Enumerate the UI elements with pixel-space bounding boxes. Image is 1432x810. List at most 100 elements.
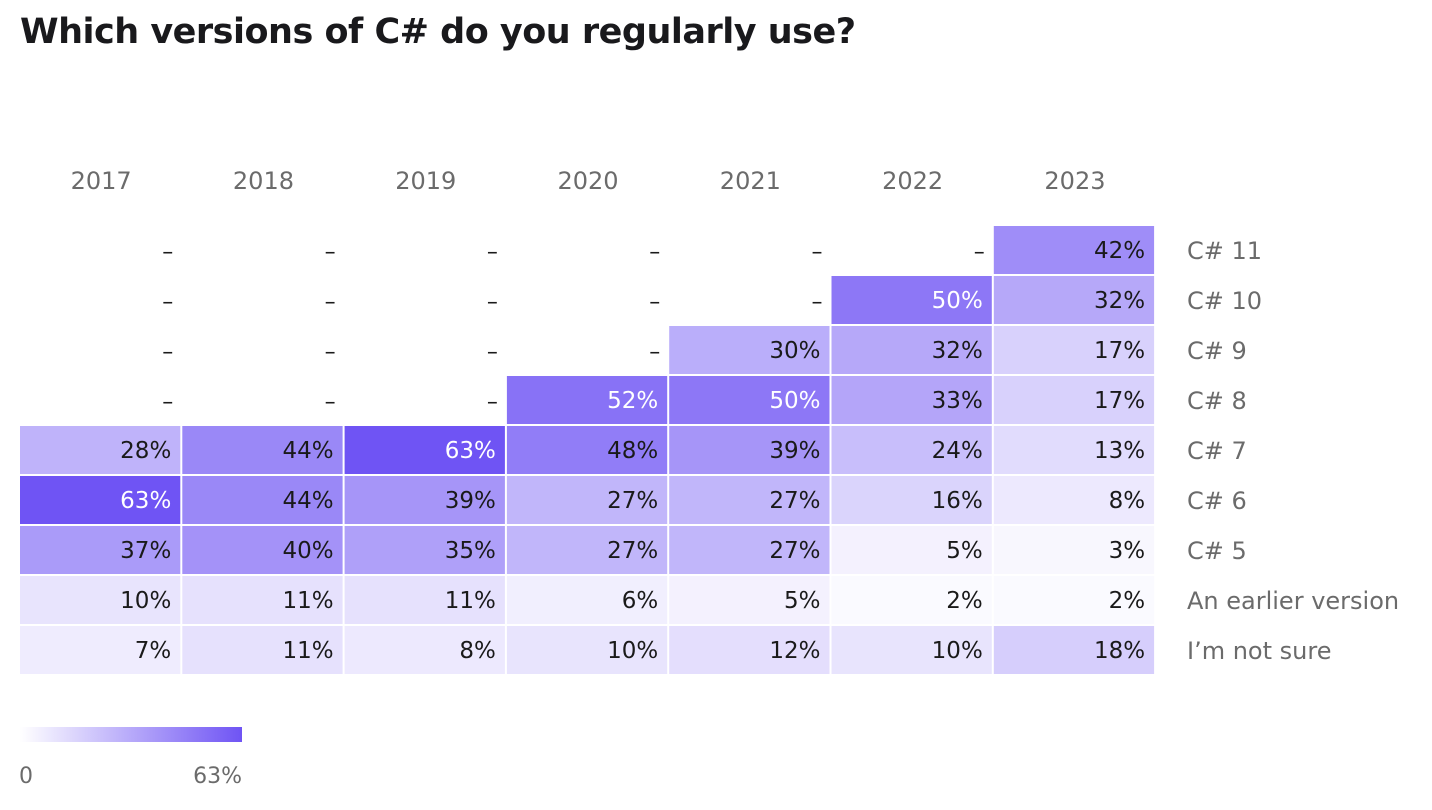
heatmap-cell [831,376,992,424]
heatmap-cell [993,326,1155,374]
row-label: C# 10 [1187,287,1262,315]
row-label: C# 5 [1187,537,1247,565]
heatmap-cell [831,426,992,474]
heatmap-cell [993,576,1155,624]
row-label: C# 11 [1187,237,1262,265]
heatmap-cell [182,576,343,624]
heatmap-cell [993,526,1155,574]
cell-value-label: 7% [135,638,172,664]
cell-value-label: 32% [932,338,983,364]
cell-value-label: 10% [607,638,658,664]
cell-value-label: 42% [1094,238,1145,264]
heatmap-cell [993,376,1155,424]
heatmap-cell [669,526,830,574]
cell-value-label: 16% [932,488,983,514]
heatmap-cell [831,476,992,524]
missing-value-label: – [974,240,985,265]
column-label: 2022 [882,167,943,195]
cell-value-label: 8% [459,638,496,664]
cell-value-label: 13% [1094,438,1145,464]
cell-value-label: 44% [282,438,333,464]
row-label: C# 7 [1187,437,1247,465]
cell-value-label: 33% [932,388,983,414]
cell-value-label: 52% [607,388,658,414]
row-label: C# 9 [1187,337,1247,365]
missing-value-label: – [162,240,173,265]
cell-value-label: 27% [769,488,820,514]
missing-value-label: – [487,290,498,315]
heatmap-cell [20,626,181,674]
cell-value-label: 11% [282,638,333,664]
missing-value-label: – [812,290,823,315]
cell-value-label: 10% [120,588,171,614]
cell-value-label: 30% [769,338,820,364]
heatmap-cell [669,376,830,424]
heatmap-cell [669,576,830,624]
missing-value-label: – [162,290,173,315]
heatmap-cell [20,576,181,624]
cell-value-label: 48% [607,438,658,464]
heatmap-cell [344,626,505,674]
row-label: An earlier version [1187,587,1399,615]
cell-value-label: 44% [282,488,333,514]
heatmap-cell [20,476,181,524]
cell-value-label: 39% [445,488,496,514]
cell-value-label: 63% [445,438,496,464]
heatmap-cell [506,526,668,574]
column-label: 2020 [558,167,619,195]
heatmap-cell [182,426,343,474]
cell-value-label: 50% [932,288,983,314]
cell-value-label: 32% [1094,288,1145,314]
heatmap-cell [182,526,343,574]
cell-value-label: 50% [769,388,820,414]
column-label: 2021 [720,167,781,195]
missing-value-label: – [162,340,173,365]
heatmap-cell [506,626,668,674]
missing-value-label: – [325,290,336,315]
cell-value-label: 27% [769,538,820,564]
heatmap-cell [831,576,992,624]
cell-value-label: 28% [120,438,171,464]
column-label: 2023 [1044,167,1105,195]
missing-value-label: – [487,390,498,415]
cell-value-label: 17% [1094,338,1145,364]
chart-title: Which versions of C# do you regularly us… [20,12,856,52]
heatmap-cell [831,526,992,574]
heatmap-cells: – – – – – – 42% – – – – – 50% 32% – – – – 30% 32% 17% – – – 52% 5… [20,226,1155,674]
row-labels: C# 11 C# 10 C# 9 C# 8 C# 7 C# 6 C# 5 An earlier… [1187,237,1399,665]
cell-value-label: 18% [1094,638,1145,664]
heatmap-cell [182,626,343,674]
missing-value-label: – [649,340,660,365]
heatmap-cell [344,426,505,474]
cell-value-label: 10% [932,638,983,664]
heatmap-cell [506,476,668,524]
heatmap-cell [506,376,668,424]
cell-value-label: 17% [1094,388,1145,414]
heatmap-cell [669,626,830,674]
cell-value-label: 27% [607,538,658,564]
column-label: 2018 [233,167,294,195]
column-labels: 2017 2018 2019 2020 2021 2022 2023 [71,167,1106,195]
cell-value-label: 39% [769,438,820,464]
heatmap-cell [182,476,343,524]
heatmap-cell [831,276,992,324]
heatmap-cell [993,426,1155,474]
legend-min-label: 0 [19,764,33,789]
cell-value-label: 27% [607,488,658,514]
cell-value-label: 11% [445,588,496,614]
cell-value-label: 5% [784,588,821,614]
missing-value-label: – [487,240,498,265]
column-label: 2019 [395,167,456,195]
heatmap-cell [831,626,992,674]
column-label: 2017 [71,167,132,195]
cell-value-label: 2% [1109,588,1146,614]
cell-value-label: 24% [932,438,983,464]
cell-value-label: 37% [120,538,171,564]
heatmap-cell [993,226,1155,274]
heatmap-cell [669,426,830,474]
heatmap-cell [344,476,505,524]
cell-value-label: 12% [769,638,820,664]
cell-value-label: 5% [946,538,983,564]
cell-value-label: 8% [1109,488,1146,514]
